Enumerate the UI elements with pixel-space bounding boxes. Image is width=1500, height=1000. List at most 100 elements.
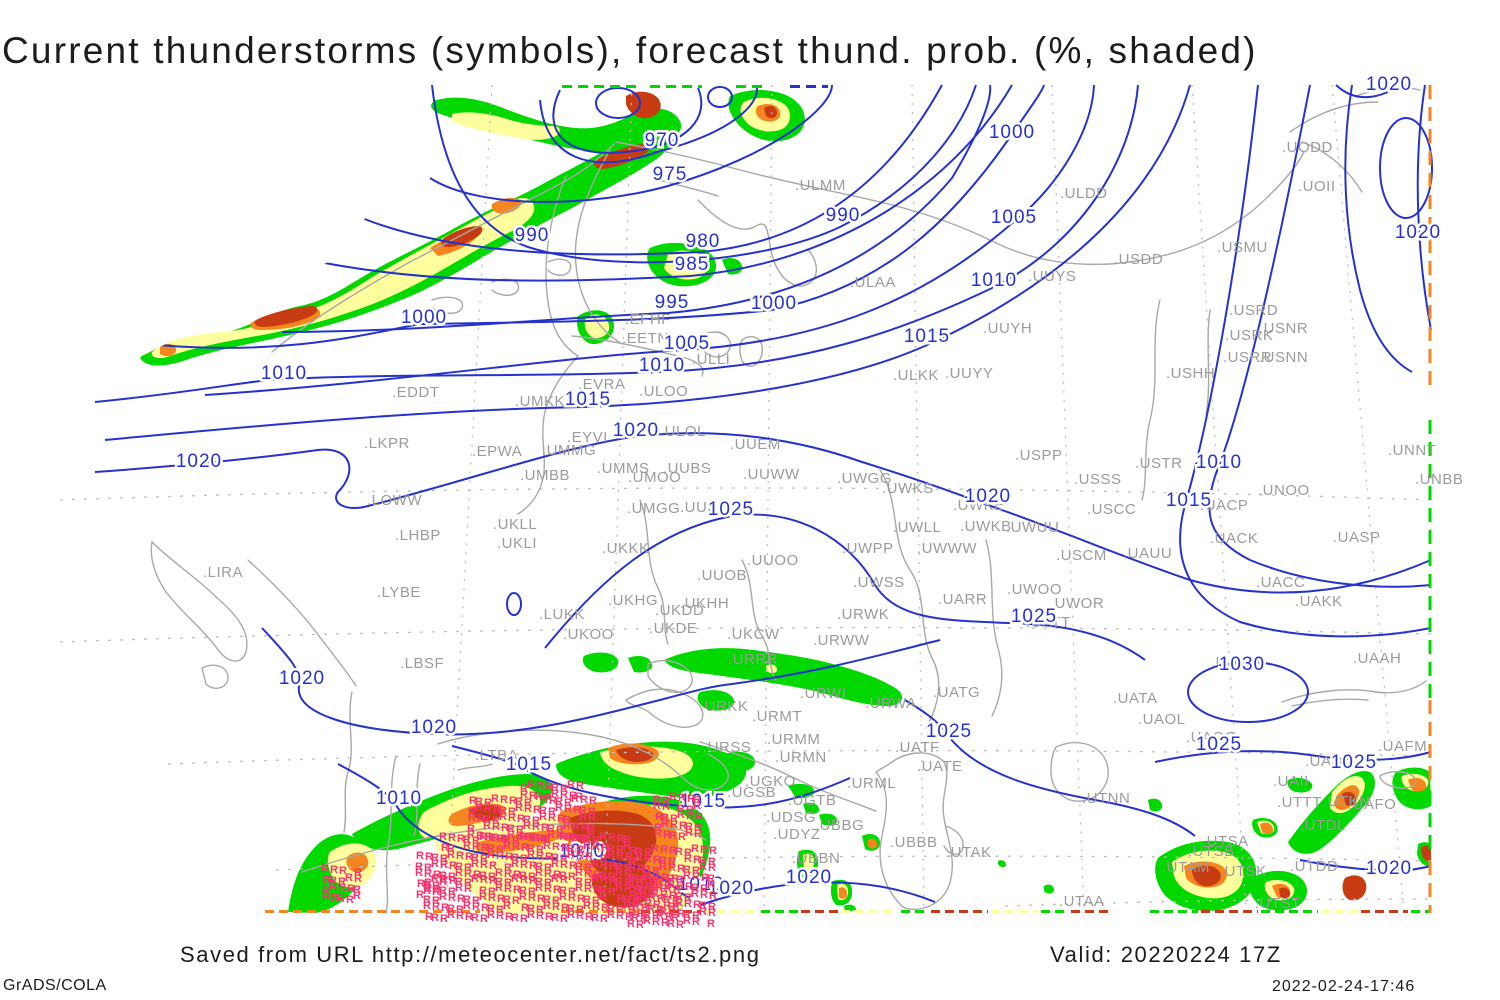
thunderstorm-symbol: R: [511, 852, 519, 864]
thunderstorm-symbol: R: [475, 796, 483, 808]
thunderstorm-symbol: R: [692, 910, 700, 922]
thunderstorm-symbol: R: [531, 832, 539, 844]
thunderstorm-symbol: R: [448, 832, 456, 844]
station-label: .UNBB: [1415, 471, 1463, 488]
thunderstorm-symbol: R: [683, 864, 691, 876]
thunderstorm-symbol: R: [551, 873, 559, 885]
isobar-value-label: 1025: [1011, 606, 1057, 627]
thunderstorm-symbol: R: [575, 867, 583, 879]
thunderstorm-symbol: R: [338, 882, 346, 894]
thunderstorm-symbol: R: [609, 875, 617, 887]
thunderstorm-symbol: R: [455, 882, 463, 894]
isobar-layer: [94, 84, 1433, 906]
thunderstorm-symbol: R: [629, 845, 637, 857]
station-label: .UKLI: [497, 535, 537, 552]
thunderstorm-symbol: R: [575, 876, 583, 888]
thunderstorm-symbol: R: [587, 823, 595, 835]
thunderstorm-symbol: R: [463, 840, 471, 852]
thunderstorm-symbol: R: [628, 901, 636, 913]
thunderstorm-symbol: R: [659, 906, 667, 918]
thunderstorm-symbol: R: [675, 891, 683, 903]
thunderstorm-symbol: R: [654, 828, 662, 840]
isobar-value-label: 1020: [176, 451, 222, 472]
thunderstorm-symbol: R: [664, 877, 672, 889]
graticule-layer: [59, 84, 1432, 914]
station-label: .UWUU: [1006, 519, 1059, 536]
isobar-value-label: 1020: [708, 878, 754, 899]
station-label: .LYBE: [377, 584, 421, 601]
thunderstorm-symbol: R: [463, 834, 471, 846]
isobar-value-label: 1005: [991, 207, 1037, 228]
thunderstorm-symbol: R: [507, 823, 515, 835]
thunderstorm-symbol: R: [707, 918, 715, 930]
thunderstorm-symbol: R: [499, 811, 507, 823]
thunderstorm-symbol: R: [661, 917, 669, 929]
thunderstorm-symbol: R: [339, 865, 347, 877]
station-label: .UTSK: [1220, 863, 1267, 880]
thunderstorm-symbol: R: [528, 832, 536, 844]
thunderstorm-symbol: R: [636, 919, 644, 931]
thunderstorm-symbol: R: [448, 892, 456, 904]
thunderstorm-symbol: R: [699, 906, 707, 918]
thunderstorm-symbol: R: [663, 900, 671, 912]
thunderstorm-symbol: R: [521, 842, 529, 854]
grads-credit: GrADS/COLA: [3, 977, 107, 994]
thunderstorm-symbol: R: [588, 806, 596, 818]
thunderstorm-symbol: R: [564, 803, 572, 815]
thunderstorm-symbol: R: [670, 813, 678, 825]
station-label: .ULMM: [795, 177, 846, 194]
thunderstorm-symbol: R: [683, 915, 691, 927]
thunderstorm-symbol: R: [432, 880, 440, 892]
thunderstorm-symbol: R: [678, 831, 686, 843]
thunderstorm-symbol: R: [659, 855, 667, 867]
thunderstorm-symbol: R: [616, 904, 624, 916]
thunderstorm-symbol: R: [338, 876, 346, 888]
thunderstorm-symbol: R: [685, 827, 693, 839]
thunderstorm-symbol: R: [667, 873, 675, 885]
thunderstorm-symbol: R: [504, 877, 512, 889]
station-label: .UDSG: [766, 809, 816, 826]
thunderstorm-symbol: R: [544, 868, 552, 880]
thunderstorm-symbol: R: [639, 885, 647, 897]
station-label: .URWW: [813, 632, 870, 649]
thunderstorm-symbol: R: [559, 870, 567, 882]
thunderstorm-symbol: R: [489, 860, 497, 872]
thunderstorm-symbol: R: [499, 805, 507, 817]
thunderstorm-symbol: R: [708, 901, 716, 913]
thunderstorm-symbol: R: [425, 911, 433, 923]
thunderstorm-symbol: R: [568, 886, 576, 898]
thunderstorm-symbol: R: [560, 853, 568, 865]
station-label: .UACK: [1210, 530, 1258, 547]
station-label: .UAFO: [1348, 796, 1396, 813]
thunderstorm-symbol: R: [483, 820, 491, 832]
isobar-value-label: 1010: [971, 270, 1017, 291]
thunderstorm-symbol: R: [651, 882, 659, 894]
thunderstorm-symbol: R: [652, 910, 660, 922]
thunderstorm-symbol: R: [653, 899, 661, 911]
thunderstorm-symbol: R: [440, 913, 448, 925]
thunderstorm-symbol: R: [516, 830, 524, 842]
isobar-value-label: 1020: [1366, 74, 1412, 95]
thunderstorm-symbol: R: [648, 892, 656, 904]
thunderstorm-symbol: R: [449, 860, 457, 872]
thunderstorm-symbol: R: [693, 899, 701, 911]
thunderstorm-symbol: R: [576, 850, 584, 862]
thunderstorm-symbol: R: [329, 881, 337, 893]
thunderstorm-symbol: R: [423, 879, 431, 891]
isobar-value-label: 1010: [376, 788, 422, 809]
thunderstorm-symbol: R: [528, 871, 536, 883]
station-label: .EFHF: [625, 311, 671, 328]
thunderstorm-symbol: R: [687, 793, 695, 805]
thunderstorm-symbol: R: [635, 891, 643, 903]
thunderstorm-symbol: R: [493, 804, 501, 816]
thunderstorm-symbol: R: [551, 858, 559, 870]
thunderstorm-symbol: R: [519, 885, 527, 897]
thunderstorm-symbol: R: [561, 842, 569, 854]
thunderstorm-symbol: R: [581, 822, 589, 834]
station-label: .UUYH: [983, 320, 1032, 337]
thunderstorm-symbol: R: [686, 804, 694, 816]
thunderstorm-symbol: R: [577, 833, 585, 845]
thunderstorm-symbol: R: [483, 814, 491, 826]
station-label: .UARR: [938, 591, 987, 608]
